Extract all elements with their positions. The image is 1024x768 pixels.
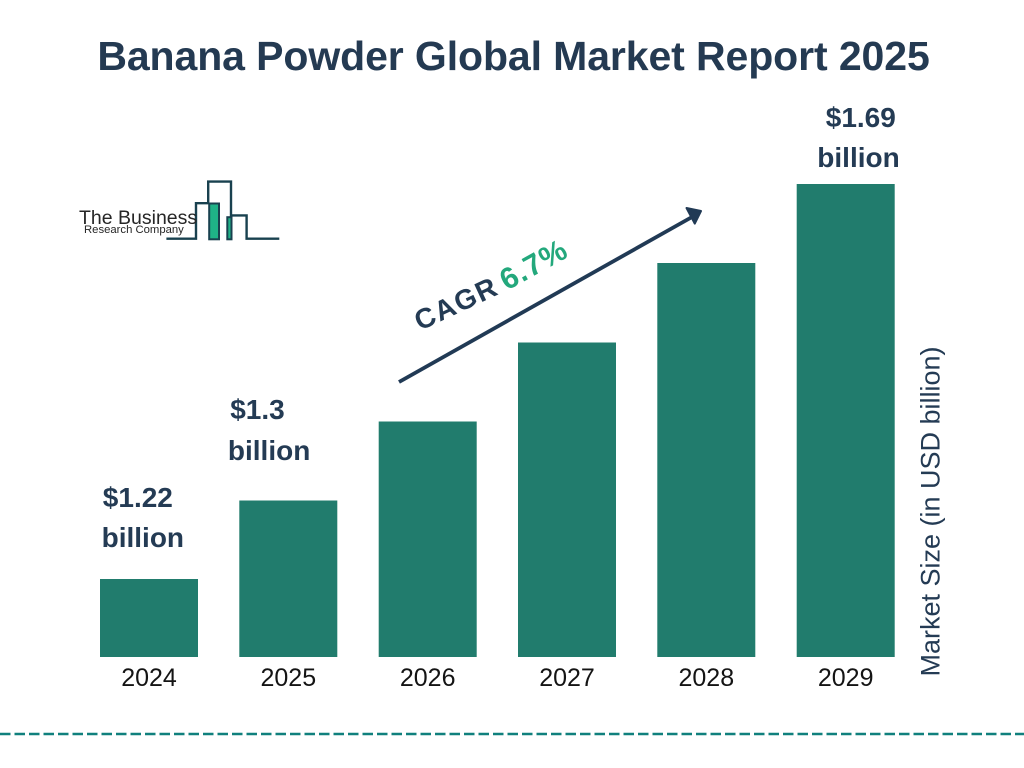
- svg-text:6.7%: 6.7%: [494, 233, 573, 297]
- svg-text:CAGR: CAGR: [409, 271, 503, 337]
- svg-text:Market Size (in USD billion): Market Size (in USD billion): [916, 346, 946, 676]
